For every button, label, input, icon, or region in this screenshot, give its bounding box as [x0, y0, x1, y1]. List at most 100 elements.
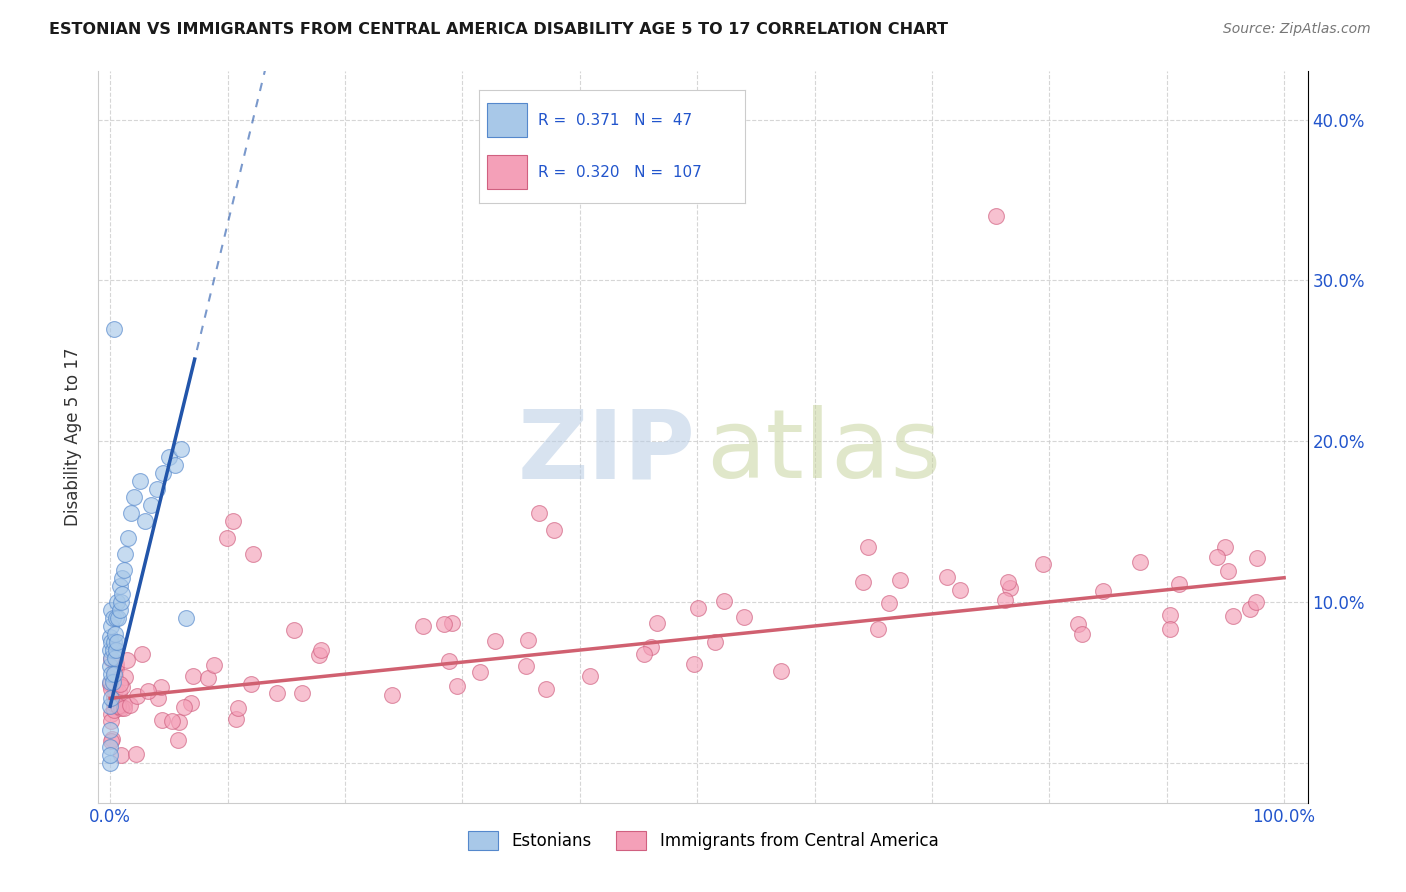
- Point: [108, 603, 131, 617]
- Point: [107, 698, 129, 713]
- Point: [309, 643, 332, 657]
- Point: [242, 547, 264, 561]
- Point: [380, 688, 402, 702]
- Point: [1032, 557, 1054, 571]
- Point: [122, 491, 145, 505]
- Point: [105, 611, 128, 625]
- Point: [484, 633, 506, 648]
- Point: [1244, 595, 1267, 609]
- Point: [266, 686, 288, 700]
- Point: [163, 458, 186, 473]
- Point: [534, 681, 557, 696]
- Point: [100, 714, 122, 728]
- Point: [101, 611, 124, 625]
- Point: [98, 756, 121, 770]
- Point: [197, 672, 219, 686]
- Text: atlas: atlas: [706, 405, 942, 499]
- Point: [517, 632, 540, 647]
- Point: [98, 723, 121, 738]
- Point: [136, 684, 159, 698]
- Point: [703, 635, 725, 649]
- Point: [101, 732, 124, 747]
- Point: [125, 747, 148, 762]
- Point: [100, 691, 122, 706]
- Point: [152, 467, 174, 481]
- Point: [128, 475, 150, 489]
- Point: [986, 209, 1008, 223]
- Point: [120, 507, 142, 521]
- Point: [108, 685, 131, 699]
- Point: [440, 615, 463, 630]
- Point: [117, 531, 139, 545]
- Point: [1222, 608, 1244, 623]
- Point: [115, 653, 138, 667]
- Point: [283, 623, 305, 637]
- Point: [107, 611, 129, 625]
- Point: [98, 747, 121, 762]
- Point: [217, 531, 239, 545]
- Point: [412, 619, 434, 633]
- Point: [167, 715, 190, 730]
- Point: [291, 686, 314, 700]
- Point: [111, 680, 134, 694]
- Point: [183, 669, 205, 683]
- Point: [98, 677, 121, 691]
- Point: [578, 668, 600, 682]
- Point: [100, 682, 122, 697]
- Point: [131, 648, 153, 662]
- Point: [167, 732, 190, 747]
- Point: [103, 665, 125, 679]
- Point: [1092, 584, 1115, 599]
- Point: [111, 587, 134, 601]
- Text: ESTONIAN VS IMMIGRANTS FROM CENTRAL AMERICA DISABILITY AGE 5 TO 17 CORRELATION C: ESTONIAN VS IMMIGRANTS FROM CENTRAL AMER…: [49, 22, 948, 37]
- Point: [640, 640, 662, 655]
- Point: [111, 571, 134, 585]
- Point: [308, 648, 330, 662]
- Point: [100, 651, 122, 665]
- Point: [176, 611, 198, 625]
- Point: [150, 713, 173, 727]
- Point: [935, 570, 957, 584]
- Point: [112, 563, 135, 577]
- Point: [112, 701, 135, 715]
- Point: [146, 483, 169, 497]
- Point: [114, 670, 136, 684]
- Point: [98, 699, 121, 714]
- Point: [683, 657, 706, 671]
- Point: [446, 679, 468, 693]
- Point: [100, 619, 122, 633]
- Point: [98, 739, 121, 754]
- Point: [202, 658, 225, 673]
- Point: [141, 499, 163, 513]
- Point: [733, 610, 755, 624]
- Point: [889, 573, 911, 587]
- Point: [1129, 555, 1152, 569]
- Point: [468, 665, 491, 679]
- Point: [998, 581, 1021, 595]
- Point: [104, 683, 127, 698]
- Point: [98, 675, 121, 690]
- Point: [101, 643, 124, 657]
- Point: [713, 594, 735, 608]
- Point: [104, 669, 127, 683]
- Point: [98, 659, 121, 673]
- Point: [225, 712, 247, 726]
- Point: [104, 627, 127, 641]
- Point: [114, 547, 136, 561]
- Point: [868, 622, 890, 636]
- Point: [1067, 617, 1090, 632]
- Point: [1216, 564, 1239, 578]
- Point: [877, 596, 900, 610]
- Point: [173, 700, 195, 714]
- Point: [160, 714, 183, 728]
- Point: [228, 700, 250, 714]
- Point: [108, 579, 131, 593]
- Point: [858, 540, 880, 554]
- Point: [169, 442, 191, 457]
- Point: [1159, 607, 1181, 622]
- Point: [98, 643, 121, 657]
- Point: [103, 635, 125, 649]
- Point: [110, 701, 132, 715]
- Point: [688, 600, 710, 615]
- Point: [994, 592, 1017, 607]
